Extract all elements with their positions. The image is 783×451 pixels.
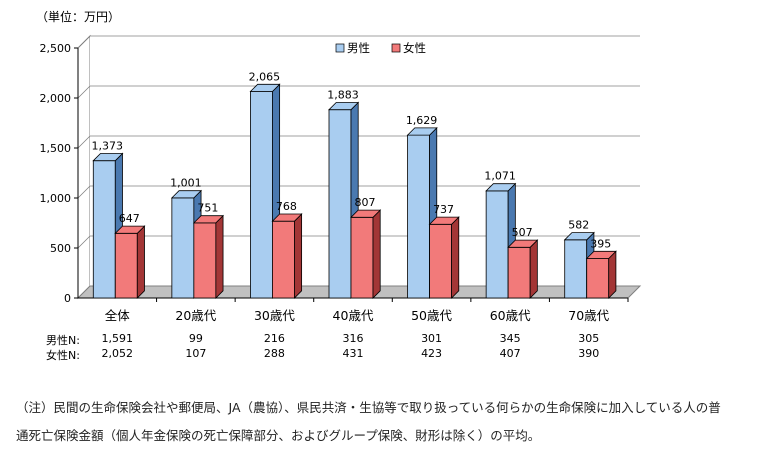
category-label: 30歳代 [254,308,295,323]
bar-male [250,91,273,299]
bar-top [585,250,617,259]
bar-top [428,216,460,225]
n-cell: 390 [578,347,600,360]
bar-male [407,134,430,299]
n-cell: 99 [188,332,203,345]
bar-top [192,215,225,224]
bar-top [92,153,124,162]
n-cell: 345 [499,332,521,345]
data-label: 737 [433,203,454,216]
n-cell: 216 [263,332,285,345]
data-label: 807 [355,196,376,209]
category-label: 全体 [105,308,131,323]
n-cell: 2,052 [101,347,134,360]
bar-side [372,209,381,299]
legend-swatch [391,43,401,53]
legend-label: 男性 [347,41,370,55]
data-label: 1,373 [92,140,124,153]
bar-top [271,213,303,222]
n-cell: 423 [421,347,443,360]
n-cell: 316 [342,332,364,345]
n-cell: 305 [578,332,600,345]
bar-female [193,222,217,299]
bar-top [507,239,539,248]
bar-male [485,190,509,299]
bar-female [114,232,138,299]
n-cell: 301 [421,332,443,345]
n-cell: 107 [185,347,207,360]
n-cell: 431 [342,347,364,360]
y-tick-label: 2,500 [40,42,72,55]
data-label: 507 [512,226,533,239]
data-label: 768 [276,200,297,213]
footnote-line-1: （注）民間の生命保険会社や郵便局、JA（農協）、県民共済・生協等で取り扱っている… [16,400,721,415]
data-label: 1,001 [170,177,202,190]
bar-male [328,109,352,299]
data-label: 1,629 [406,114,438,127]
legend-swatch [335,43,345,53]
data-label: 395 [590,237,611,250]
y-tick-label: 0 [64,292,71,305]
bar-side [294,213,303,299]
n-cell: 407 [499,347,521,360]
bar-female [507,246,531,299]
bar-male [92,160,116,299]
y-tick-label: 1,000 [40,192,72,205]
data-label: 1,071 [484,170,516,183]
data-label: 1,883 [327,89,359,102]
bar-top [249,83,281,92]
gridline-diag [77,235,91,249]
category-label: 20歳代 [175,308,216,323]
category-label: 60歳代 [490,308,531,323]
bar-female [429,223,452,299]
y-tick-label: 2,000 [40,92,72,105]
category-label: 40歳代 [333,308,374,323]
bar-side [529,239,538,299]
data-label: 2,065 [249,70,281,83]
gridline-diag [77,35,91,49]
bar-top [563,232,595,241]
y-tick-label: 1,500 [40,142,72,155]
bar-top [350,209,382,218]
category-label: 50歳代 [411,308,452,323]
bar-side [136,225,145,299]
n-row-label: 男性N: [46,334,80,347]
bar-female [272,220,295,299]
y-tick-label: 500 [50,242,71,255]
bar-side [451,216,460,299]
data-label: 751 [197,202,218,215]
n-row-label: 女性N: [46,349,80,362]
bar-female [350,216,374,299]
category-label: 70歳代 [568,308,609,323]
bar-top [328,102,360,111]
bar-top [170,190,203,199]
bar-male [171,197,195,299]
gridline-diag [77,85,91,99]
bar-top [485,183,517,192]
bar-chart: 0 500 1,000 1,500 2,000 2,500 1,373 647 全体 1,001 7… [40,34,642,323]
unit-label: （単位：万円） [36,10,121,24]
legend-label: 女性 [403,41,426,55]
footnote-line-2: 通死亡保険金額（個人年金保険の死亡保障部分、およびグループ保険、財形は除く）の平… [16,428,541,443]
left-wall [77,34,91,300]
bar-female [586,258,610,299]
n-cell: 288 [263,347,285,360]
gridline-diag [77,135,91,149]
bar-side [608,250,617,299]
bar-top [406,127,438,136]
gridline-diag [77,185,91,199]
bar-male [564,239,588,299]
data-label: 647 [119,212,140,225]
bar-top [114,225,146,234]
n-cell: 1,591 [101,332,134,345]
data-label: 582 [568,219,589,232]
bar-side [215,214,224,299]
